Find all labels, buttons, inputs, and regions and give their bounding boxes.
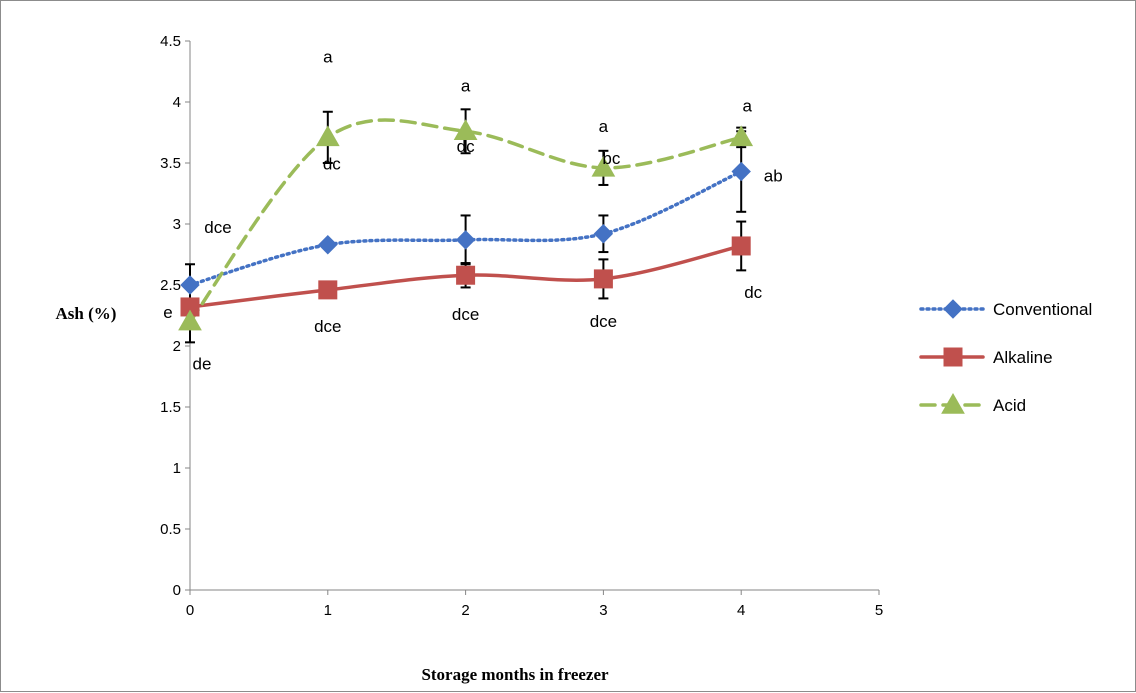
- marker-alkaline: [456, 265, 476, 285]
- legend-label-conventional: Conventional: [993, 300, 1092, 319]
- significance-label-alkaline: e: [163, 303, 172, 322]
- significance-label-conventional: dce: [204, 218, 231, 237]
- legend-label-acid: Acid: [993, 396, 1026, 415]
- significance-label-acid: a: [461, 76, 471, 95]
- significance-label-alkaline: dce: [314, 317, 341, 336]
- y-tick-label: 3.5: [160, 155, 181, 172]
- significance-label-conventional: dc: [457, 137, 475, 156]
- marker-alkaline: [593, 269, 613, 289]
- significance-label-alkaline: dc: [744, 283, 762, 302]
- significance-label-acid: a: [742, 96, 752, 115]
- x-tick-label: 5: [875, 602, 883, 619]
- significance-label-acid: de: [193, 355, 212, 374]
- significance-label-conventional: ab: [764, 167, 783, 186]
- marker-acid: [453, 119, 478, 141]
- y-tick-label: 2: [173, 338, 181, 355]
- x-tick-label: 2: [461, 602, 469, 619]
- y-axis-title: Ash (%): [56, 304, 117, 323]
- significance-label-conventional: bc: [602, 149, 620, 168]
- y-tick-label: 4.5: [160, 33, 181, 50]
- x-tick-label: 4: [737, 602, 745, 619]
- significance-label-alkaline: dce: [590, 312, 617, 331]
- significance-labels: dce dc dc bc ab e dce dce dce dc de a a a a: [163, 47, 782, 373]
- axes: 0 0.5 1 1.5 2 2.5 3 3.5 4 4.5 0 1 2 3 4 5: [160, 33, 883, 619]
- legend-marker-conventional: [943, 299, 963, 319]
- marker-acid: [591, 155, 616, 177]
- marker-conventional: [731, 161, 751, 182]
- x-axis-title: Storage months in freezer: [421, 665, 609, 684]
- marker-alkaline: [731, 236, 751, 256]
- legend-marker-acid: [941, 392, 965, 414]
- y-tick-label: 4: [173, 94, 181, 111]
- marker-alkaline: [318, 280, 338, 300]
- y-tick-label: 3: [173, 216, 181, 233]
- marker-conventional: [455, 230, 476, 250]
- y-tick-label: 1.5: [160, 399, 181, 416]
- y-tick-label: 0: [173, 582, 181, 599]
- marker-acid: [315, 125, 340, 147]
- significance-label-alkaline: dce: [452, 305, 479, 324]
- legend-label-alkaline: Alkaline: [993, 348, 1053, 367]
- significance-label-acid: a: [599, 117, 609, 136]
- y-tick-label: 1: [173, 460, 181, 477]
- y-tick-label: 0.5: [160, 521, 181, 538]
- x-tick-label: 0: [186, 602, 194, 619]
- series-markers: [178, 119, 754, 331]
- marker-conventional: [318, 235, 338, 255]
- x-tick-label: 3: [599, 602, 607, 619]
- x-tick-label: 1: [324, 602, 332, 619]
- marker-acid: [178, 309, 202, 331]
- significance-label-acid: a: [323, 47, 333, 66]
- marker-conventional: [180, 275, 200, 295]
- series-line-acid: [188, 118, 743, 324]
- marker-acid: [729, 125, 754, 147]
- significance-label-conventional: dc: [323, 155, 341, 174]
- y-tick-label: 2.5: [160, 277, 181, 294]
- marker-conventional: [593, 224, 614, 244]
- legend-marker-alkaline: [943, 347, 963, 367]
- legend: Conventional Alkaline Acid: [919, 299, 1092, 415]
